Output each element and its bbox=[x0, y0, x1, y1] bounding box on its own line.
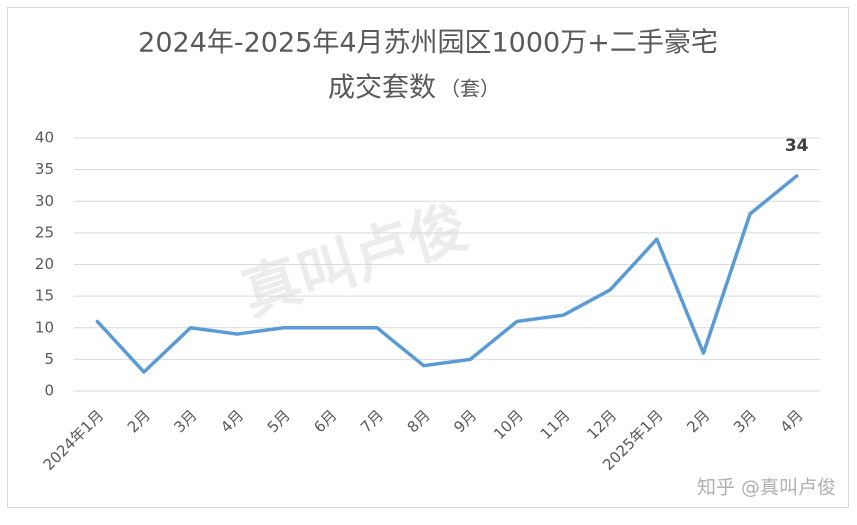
credit: 知乎 @真叫卢俊 bbox=[697, 477, 836, 499]
y-tick-label: 0 bbox=[44, 382, 54, 400]
y-tick-label: 20 bbox=[35, 255, 54, 273]
chart-border bbox=[7, 7, 849, 508]
y-tick-label: 30 bbox=[35, 192, 54, 210]
chart-subtitle: 成交套数 bbox=[328, 73, 436, 104]
data-line bbox=[95, 174, 799, 374]
chart-subtitle-unit: （套） bbox=[440, 77, 500, 101]
y-tick-label: 35 bbox=[35, 160, 54, 178]
y-tick-label: 25 bbox=[35, 223, 54, 241]
y-tick-label: 5 bbox=[44, 350, 54, 368]
y-tick-label: 10 bbox=[35, 318, 54, 336]
y-tick-label: 40 bbox=[35, 129, 54, 147]
y-tick-label: 15 bbox=[35, 287, 54, 305]
chart-title: 2024年-2025年4月苏州园区1000万+二手豪宅 bbox=[138, 28, 718, 59]
data-label: 34 bbox=[785, 136, 809, 156]
